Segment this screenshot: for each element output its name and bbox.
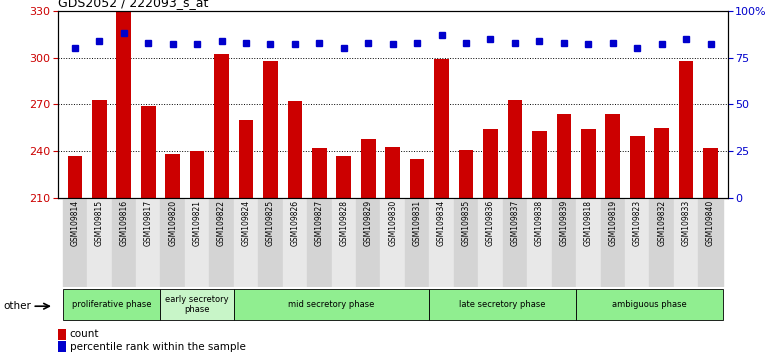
Bar [58, 341, 65, 353]
Bar [214, 55, 229, 198]
Text: GSM109838: GSM109838 [535, 200, 544, 246]
Text: GSM109814: GSM109814 [70, 200, 79, 246]
Bar [141, 106, 156, 198]
Bar [136, 198, 160, 287]
Bar [410, 159, 424, 198]
Bar [160, 289, 234, 320]
Text: early secretory
phase: early secretory phase [166, 295, 229, 314]
Bar [605, 114, 620, 198]
Bar [557, 114, 571, 198]
Bar [625, 198, 649, 287]
Bar [551, 198, 576, 287]
Bar [434, 59, 449, 198]
Text: GSM109816: GSM109816 [119, 200, 129, 246]
Bar [332, 198, 356, 287]
Text: GSM109818: GSM109818 [584, 200, 593, 246]
Text: other: other [4, 301, 32, 311]
Bar [649, 198, 674, 287]
Text: GSM109822: GSM109822 [217, 200, 226, 246]
Bar [527, 198, 551, 287]
Bar [234, 289, 430, 320]
Bar [601, 198, 625, 287]
Bar [209, 198, 234, 287]
Bar [287, 101, 303, 198]
Bar [581, 130, 596, 198]
Bar [68, 156, 82, 198]
Text: GSM109819: GSM109819 [608, 200, 618, 246]
Text: GSM109833: GSM109833 [681, 200, 691, 246]
Text: GSM109837: GSM109837 [511, 200, 520, 246]
Bar [430, 198, 454, 287]
Bar [703, 148, 718, 198]
Bar [356, 198, 380, 287]
Bar [283, 198, 307, 287]
Text: GSM109820: GSM109820 [168, 200, 177, 246]
Text: GSM109828: GSM109828 [340, 200, 348, 246]
Text: GSM109836: GSM109836 [486, 200, 495, 246]
Text: GSM109832: GSM109832 [657, 200, 666, 246]
Text: percentile rank within the sample: percentile rank within the sample [70, 342, 246, 352]
Bar [307, 198, 332, 287]
Bar [483, 130, 498, 198]
Bar [674, 198, 698, 287]
Text: GSM109831: GSM109831 [413, 200, 422, 246]
Bar [430, 289, 576, 320]
Text: GSM109827: GSM109827 [315, 200, 324, 246]
Bar [459, 150, 474, 198]
Bar [385, 147, 400, 198]
Text: GSM109823: GSM109823 [633, 200, 641, 246]
Bar [361, 139, 376, 198]
Bar [503, 198, 527, 287]
Bar [112, 198, 136, 287]
Bar [576, 198, 601, 287]
Bar [654, 128, 669, 198]
Bar [160, 198, 185, 287]
Bar [166, 154, 180, 198]
Bar [239, 120, 253, 198]
Bar [478, 198, 503, 287]
Bar [116, 11, 131, 198]
Text: GSM109826: GSM109826 [290, 200, 300, 246]
Bar [58, 329, 65, 340]
Bar [678, 61, 694, 198]
Bar [454, 198, 478, 287]
Bar [336, 156, 351, 198]
Text: GSM109821: GSM109821 [192, 200, 202, 246]
Text: GSM109824: GSM109824 [242, 200, 250, 246]
Text: GSM109835: GSM109835 [461, 200, 470, 246]
Bar [507, 100, 522, 198]
Bar [92, 100, 107, 198]
Bar [62, 198, 87, 287]
Text: proliferative phase: proliferative phase [72, 300, 151, 309]
Bar [380, 198, 405, 287]
Bar [234, 198, 258, 287]
Bar [189, 152, 205, 198]
Text: GDS2052 / 222093_s_at: GDS2052 / 222093_s_at [58, 0, 208, 10]
Bar [62, 289, 160, 320]
Bar [405, 198, 430, 287]
Bar [185, 198, 209, 287]
Bar [263, 61, 278, 198]
Text: GSM109830: GSM109830 [388, 200, 397, 246]
Text: GSM109815: GSM109815 [95, 200, 104, 246]
Bar [87, 198, 112, 287]
Bar [576, 289, 723, 320]
Text: GSM109817: GSM109817 [144, 200, 152, 246]
Text: GSM109839: GSM109839 [559, 200, 568, 246]
Text: GSM109840: GSM109840 [706, 200, 715, 246]
Text: late secretory phase: late secretory phase [460, 300, 546, 309]
Bar [312, 148, 326, 198]
Text: GSM109829: GSM109829 [363, 200, 373, 246]
Text: mid secretory phase: mid secretory phase [289, 300, 375, 309]
Bar [630, 136, 644, 198]
Text: ambiguous phase: ambiguous phase [612, 300, 687, 309]
Bar [698, 198, 723, 287]
Text: GSM109834: GSM109834 [437, 200, 446, 246]
Bar [258, 198, 283, 287]
Text: GSM109825: GSM109825 [266, 200, 275, 246]
Text: count: count [70, 329, 99, 339]
Bar [532, 131, 547, 198]
